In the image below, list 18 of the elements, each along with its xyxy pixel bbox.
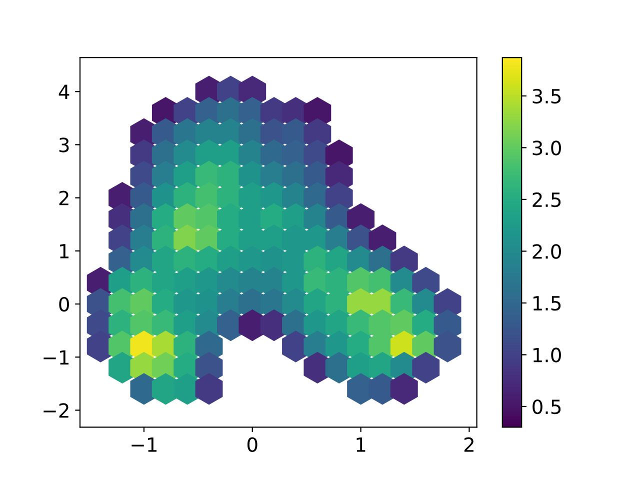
y-tick-label: −2 bbox=[44, 403, 68, 418]
color-bar-label: 0.5 bbox=[532, 399, 561, 414]
color-bar-label: 1.0 bbox=[533, 348, 561, 362]
x-tick-label: 0 bbox=[247, 437, 258, 452]
y-tick-label: 4 bbox=[58, 84, 70, 99]
y-tick-label: 0 bbox=[59, 296, 69, 312]
y-tick-label: 3 bbox=[59, 138, 69, 152]
x-tick-label: −1 bbox=[132, 438, 156, 452]
x-tick-label: 2 bbox=[464, 437, 474, 452]
y-tick-label: 2 bbox=[59, 190, 68, 206]
color-bar-label: 1.5 bbox=[533, 296, 561, 311]
y-tick-label: −1 bbox=[44, 350, 68, 364]
x-tick-label: 1 bbox=[356, 438, 366, 452]
color-bar-label: 2.5 bbox=[532, 192, 561, 208]
color-bar-label: 3.5 bbox=[532, 88, 561, 104]
color-bar-label: 2.0 bbox=[532, 244, 561, 259]
color-bar-label: 3.0 bbox=[532, 140, 561, 156]
y-tick-label: 1 bbox=[60, 244, 68, 258]
